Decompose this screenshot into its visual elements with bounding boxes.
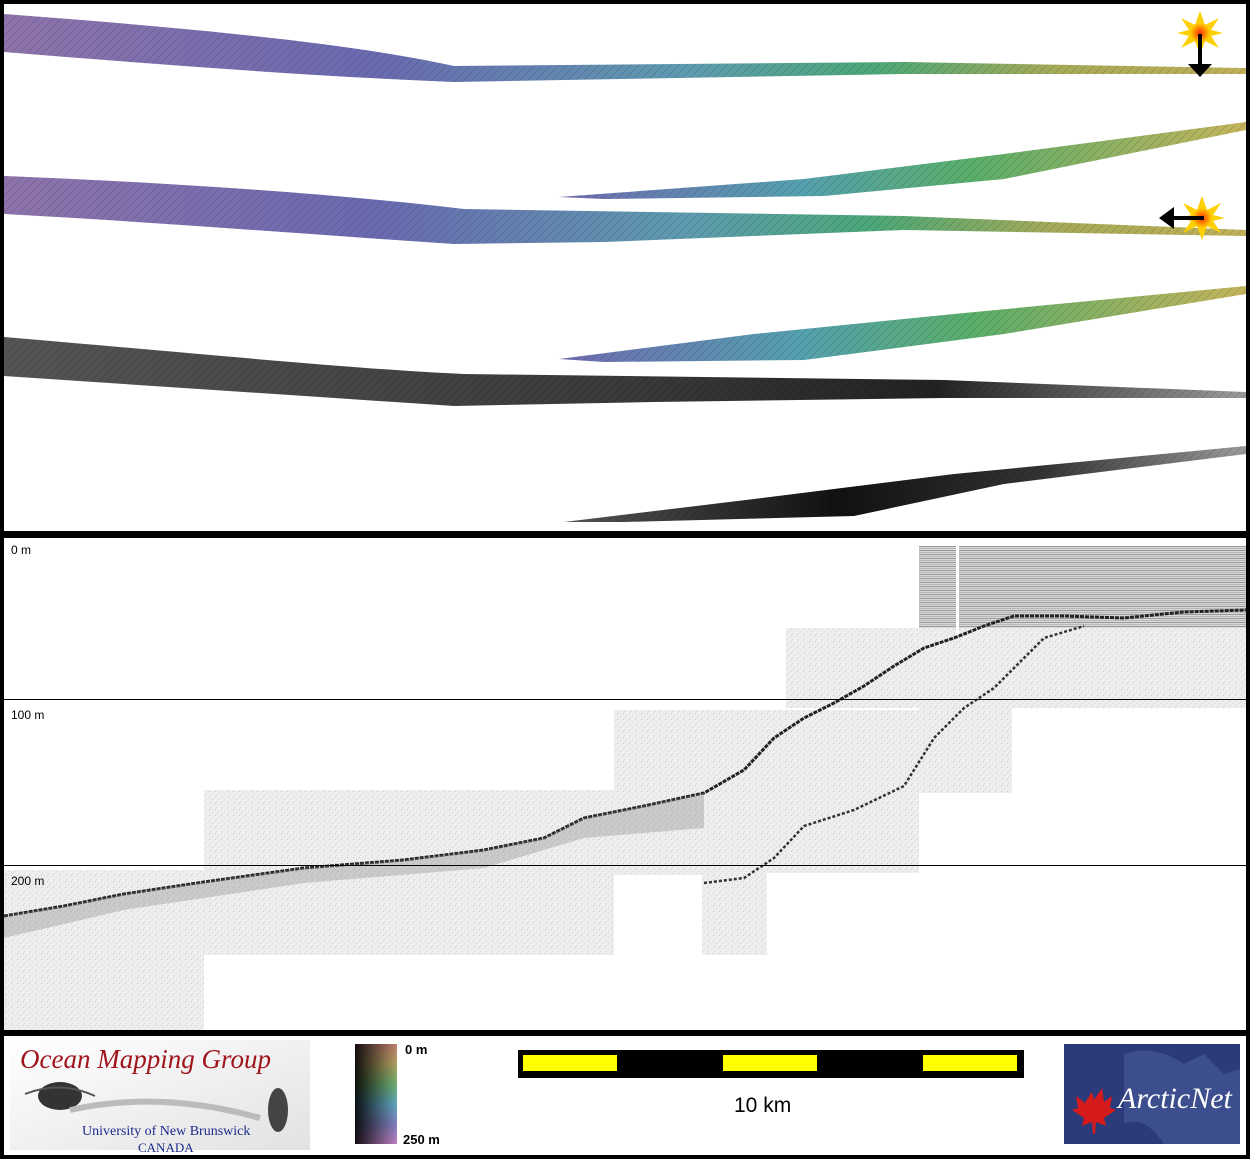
sub-bottom-profile-panel: 0 m 100 m 200 m — [4, 538, 1246, 1030]
swath-imagery-panel — [4, 4, 1246, 531]
colorbar-bottom-label: 250 m — [403, 1132, 440, 1147]
arcticnet-logo-text: ArcticNet — [1118, 1082, 1232, 1115]
arrow-down-icon — [1188, 34, 1212, 77]
sun-illumination-icon — [1177, 11, 1223, 55]
footer-panel: Ocean Mapping Group University of New Br… — [4, 1036, 1246, 1155]
logo-title: Ocean Mapping Group — [20, 1044, 271, 1074]
depth-gridline — [4, 865, 1246, 866]
echogram-segment — [919, 698, 1012, 793]
colorbar-top-label: 0 m — [405, 1042, 428, 1057]
depth-label-100: 100 m — [11, 708, 45, 722]
swath-canvas — [4, 11, 1246, 522]
depth-gridline — [4, 699, 1246, 700]
seafloor-reflector — [4, 608, 1246, 918]
logo-university: University of New Brunswick — [82, 1124, 251, 1139]
echogram-segment — [614, 710, 709, 875]
echogram-segment — [702, 873, 767, 955]
seafloor-reflector — [703, 624, 1085, 885]
scale-bar — [518, 1050, 1024, 1078]
ocean-mapping-group-logo: Ocean Mapping Group University of New Br… — [10, 1040, 310, 1155]
depth-label-0: 0 m — [11, 543, 32, 557]
depth-colorbar — [355, 1044, 397, 1144]
echogram-segment — [786, 628, 921, 708]
profile-canvas — [4, 546, 1246, 1030]
arcticnet-logo: ArcticNet — [1064, 1044, 1240, 1144]
logo-country: CANADA — [138, 1140, 194, 1155]
depth-label-200: 200 m — [11, 874, 45, 888]
echogram-segment — [919, 628, 1246, 708]
scale-bar-label: 10 km — [734, 1094, 792, 1117]
echogram-segment — [919, 546, 1246, 628]
echogram-segment — [704, 710, 919, 873]
arrow-left-icon — [1159, 207, 1204, 229]
